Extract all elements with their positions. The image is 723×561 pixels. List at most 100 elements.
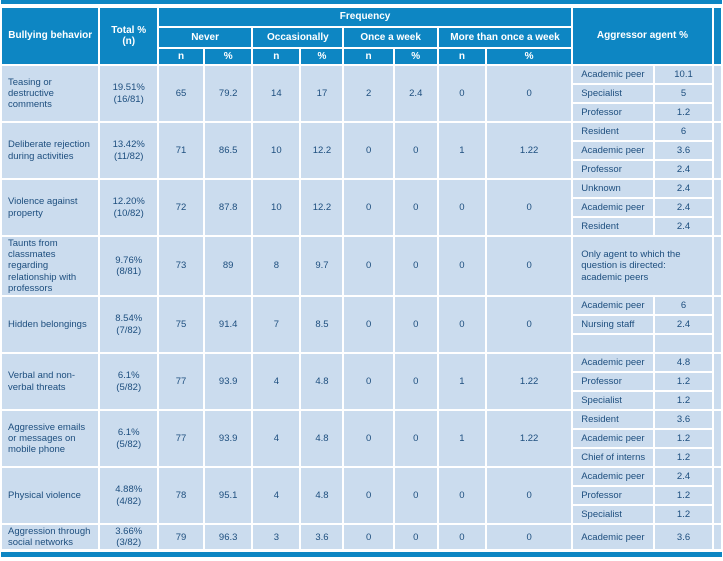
aggressor-name-cell: Academic peer — [573, 199, 654, 216]
frequency-value-cell: 89 — [205, 237, 252, 296]
aggressor-sub-row: Resident 2.4 — [2, 218, 721, 235]
frequency-value-cell: 0 — [344, 468, 393, 524]
total-cell: 4.88% (4/82) — [100, 468, 157, 524]
aggressor-pct-cell: 2.4 — [655, 180, 712, 197]
behavior-cell: Verbal and non-verbal threats — [2, 354, 99, 410]
frequency-value-cell: 0 — [344, 123, 393, 178]
frequency-value-cell: 0 — [486, 297, 572, 353]
frequency-value-cell: 1.22 — [486, 354, 572, 410]
behavior-cell: Physical violence — [2, 468, 99, 524]
behavior-cell: Taunts from classmates regarding relatio… — [2, 237, 99, 296]
col-header-frequency: Frequency — [158, 8, 572, 26]
col-header-more-than-once-a-week: More than once a week — [438, 28, 572, 47]
aggressor-sub-row: Professor 1.2 — [2, 373, 721, 391]
behavior-cell: Violence against property — [2, 180, 99, 235]
frequency-value-cell: 1.22 — [486, 123, 572, 178]
frequency-value-cell: 78 — [158, 468, 204, 524]
aggressor-name-cell: Professor — [573, 373, 654, 391]
aggressor-sub-row: Professor 1.2 — [2, 487, 721, 505]
frequency-value-cell: 1 — [438, 411, 485, 467]
frequency-value-cell: 77 — [158, 354, 204, 410]
edge-cell — [713, 66, 721, 121]
frequency-value-cell: 4.8 — [301, 468, 343, 524]
col-header-once-a-week: Once a week — [344, 28, 437, 47]
aggressor-name-cell: Nursing staff — [573, 316, 654, 334]
aggressor-pct-cell: 6 — [655, 123, 712, 140]
frequency-value-cell: 71 — [158, 123, 204, 178]
aggressor-sub-row: Academic peer 3.6 — [2, 142, 721, 159]
frequency-value-cell: 79 — [158, 525, 204, 550]
frequency-value-cell: 77 — [158, 411, 204, 467]
bullying-behavior-table: Bullying behavior Total % (n) Frequency … — [0, 6, 723, 551]
frequency-value-cell: 0 — [394, 525, 437, 550]
frequency-value-cell: 86.5 — [205, 123, 252, 178]
frequency-value-cell: 0 — [394, 411, 437, 467]
frequency-value-cell: 0 — [344, 237, 393, 296]
behavior-cell: Aggressive emails or messages on mobile … — [2, 411, 99, 467]
table-body: Teasing or destructive comments 19.51% (1… — [2, 66, 721, 550]
table-row: Aggressive emails or messages on mobile … — [2, 411, 721, 467]
table-row: Teasing or destructive comments 19.51% (1… — [2, 66, 721, 121]
aggressor-pct-cell: 1.2 — [655, 449, 712, 467]
behavior-cell: Hidden belongings — [2, 297, 99, 353]
col-header-once-a-week-pct: % — [394, 49, 437, 64]
edge-cell — [713, 354, 721, 410]
behavior-cell: Aggression through social networks — [2, 525, 99, 550]
edge-cell — [713, 237, 721, 296]
header-row-1: Bullying behavior Total % (n) Frequency … — [2, 8, 721, 64]
col-header-occasionally-pct: % — [301, 49, 343, 64]
frequency-value-cell: 10 — [253, 180, 300, 235]
frequency-value-cell: 0 — [344, 525, 393, 550]
aggressor-name-cell: Specialist — [573, 392, 654, 410]
frequency-value-cell: 0 — [486, 525, 572, 550]
frequency-value-cell: 0 — [394, 237, 437, 296]
aggressor-name-cell: Specialist — [573, 85, 654, 102]
aggressor-name-cell — [573, 335, 654, 353]
aggressor-pct-cell: 3.6 — [655, 411, 712, 429]
header-row-3: n % n % n % n % — [2, 49, 721, 64]
total-cell: 3.66% (3/82) — [100, 525, 157, 550]
frequency-value-cell: 3 — [253, 525, 300, 550]
frequency-value-cell: 73 — [158, 237, 204, 296]
frequency-value-cell: 0 — [486, 468, 572, 524]
frequency-value-cell: 4.8 — [301, 411, 343, 467]
col-header-more-than-once-n: n — [438, 49, 485, 64]
col-header-aggressor-agent: Aggressor agent % — [573, 8, 712, 64]
frequency-value-cell: 0 — [394, 354, 437, 410]
aggressor-pct-cell: 2.4 — [655, 161, 712, 178]
frequency-value-cell: 0 — [438, 237, 485, 296]
frequency-value-cell: 65 — [158, 66, 204, 121]
total-cell: 9.76% (8/81) — [100, 237, 157, 296]
aggressor-sub-row: Academic peer 2.4 — [2, 199, 721, 216]
frequency-value-cell: 4 — [253, 411, 300, 467]
col-header-total: Total % (n) — [100, 8, 157, 64]
aggressor-pct-cell: 1.2 — [655, 373, 712, 391]
edge-cell — [713, 180, 721, 235]
aggressor-sub-row: Nursing staff 2.4 — [2, 316, 721, 334]
edge-cell — [713, 411, 721, 467]
total-cell: 12.20% (10/82) — [100, 180, 157, 235]
edge-cell — [713, 468, 721, 524]
col-header-occasionally-n: n — [253, 49, 300, 64]
aggressor-name-cell: Academic peer — [573, 297, 654, 315]
col-header-never-pct: % — [205, 49, 252, 64]
aggressor-name-cell: Professor — [573, 104, 654, 121]
aggressor-sub-row — [2, 335, 721, 353]
aggressor-name-cell: Academic peer — [573, 66, 654, 83]
frequency-value-cell: 0 — [486, 180, 572, 235]
aggressor-sub-row: Academic peer 1.2 — [2, 430, 721, 448]
aggressor-pct-cell: 10.1 — [655, 66, 712, 83]
frequency-value-cell: 4.8 — [301, 354, 343, 410]
frequency-value-cell: 0 — [394, 297, 437, 353]
aggressor-name-cell: Academic peer — [573, 525, 654, 550]
col-header-bullying-behavior: Bullying behavior — [2, 8, 99, 64]
aggressor-sub-row: Specialist 1.2 — [2, 506, 721, 524]
aggressor-name-cell: Academic peer — [573, 430, 654, 448]
frequency-value-cell: 0 — [486, 66, 572, 121]
aggressor-sub-row: Specialist 1.2 — [2, 392, 721, 410]
frequency-value-cell: 93.9 — [205, 354, 252, 410]
aggressor-pct-cell: 3.6 — [655, 142, 712, 159]
frequency-value-cell: 0 — [344, 411, 393, 467]
total-cell: 19.51% (16/81) — [100, 66, 157, 121]
frequency-value-cell: 0 — [394, 123, 437, 178]
